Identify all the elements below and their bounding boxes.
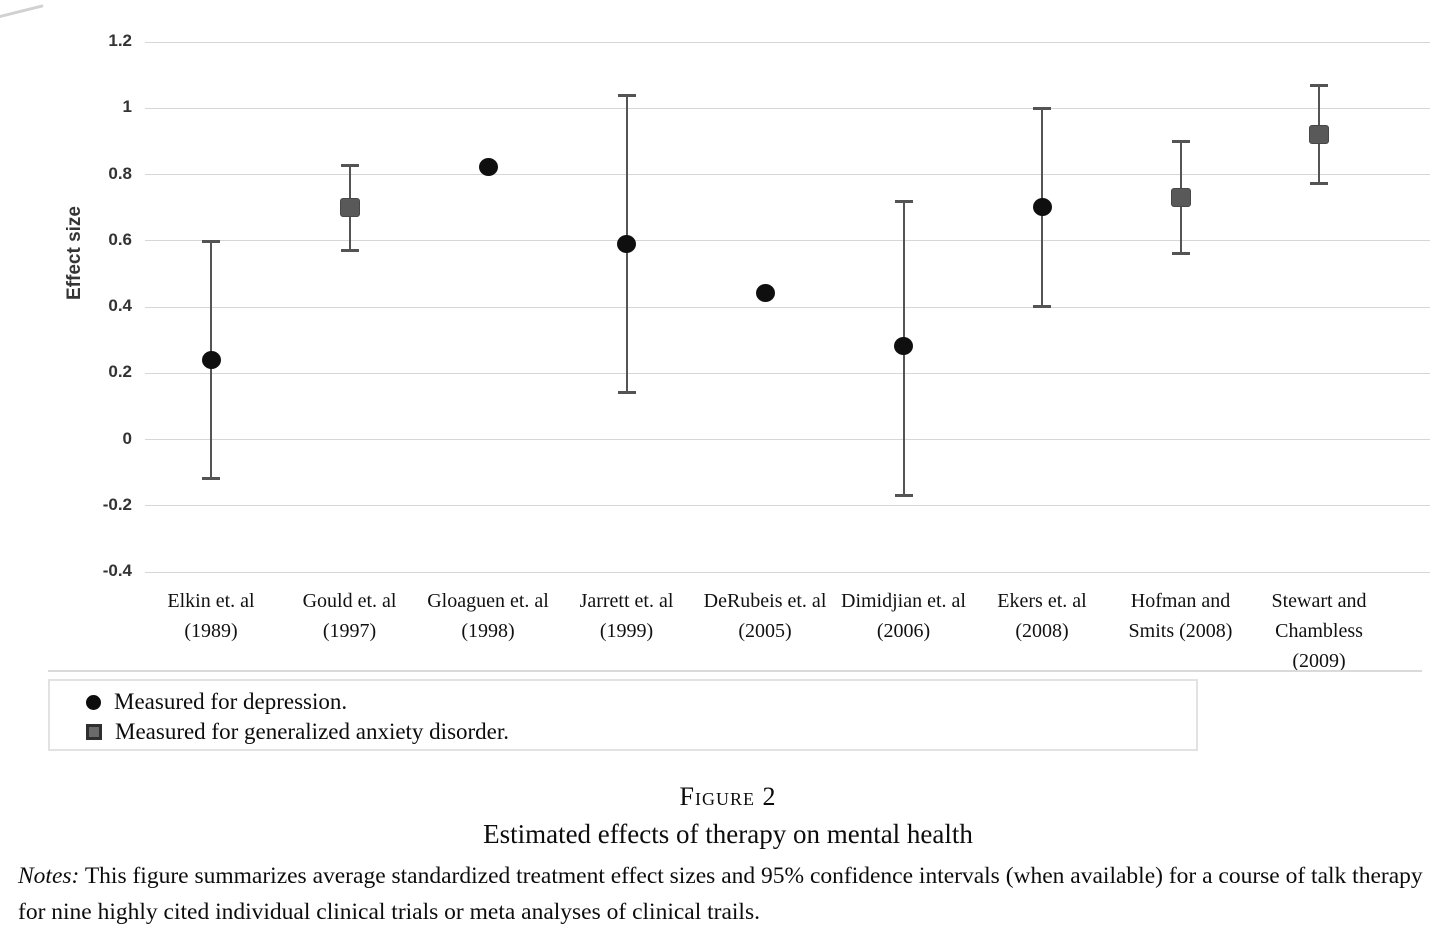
figure-caption: Figure 2 Estimated effects of therapy on…: [0, 782, 1456, 850]
gridline: [145, 174, 1430, 175]
category-label-line: (1999): [599, 620, 654, 642]
category-label: Dimidjian et. al (2006): [829, 586, 979, 646]
gridline: [145, 571, 1430, 573]
error-bar-cap-top: [202, 239, 220, 243]
y-tick-label: -0.2: [102, 494, 132, 514]
figure-notes: Notes: This figure summarizes average st…: [18, 858, 1438, 931]
gridline: [145, 505, 1430, 507]
y-tick-label: -0.4: [102, 561, 132, 580]
category-label-line: (1997): [322, 620, 377, 642]
y-axis-title: Effect size: [64, 206, 85, 300]
gridline: [145, 439, 1430, 440]
category-label-line: (1989): [184, 620, 238, 642]
y-tick-label: 0.8: [108, 163, 132, 183]
data-point-circle: [478, 158, 498, 177]
notes-text: This figure summarizes average standardi…: [18, 863, 1423, 926]
error-bar-cap-top: [894, 200, 913, 203]
category-label-line: Ekers et. al: [997, 590, 1087, 612]
category-label: Gould et. al (1997): [275, 586, 425, 646]
error-bar-cap-top: [340, 163, 359, 167]
data-point-square: [1170, 188, 1191, 208]
category-label: Gloaguen et. al (1998): [413, 586, 563, 646]
gridline: [145, 41, 1430, 43]
legend-box: Measured for depression. Measured for ge…: [48, 679, 1198, 751]
category-label: Elkin et. al (1989): [136, 586, 286, 646]
notes-prefix: Notes:: [18, 863, 80, 889]
data-point-square: [1309, 125, 1329, 145]
category-label-line: (2009): [1292, 650, 1346, 672]
error-bar-cap-bottom: [202, 477, 220, 481]
category-label-line: Dimidjian et. al: [841, 590, 966, 612]
data-point-circle: [617, 234, 636, 253]
error-bar-cap-bottom: [1033, 305, 1051, 308]
error-bar-cap-top: [1310, 84, 1328, 88]
effect-size-chart: Effect size Elkin et. al (1989) Gould et. …: [64, 31, 1430, 672]
legend-item-anxiety: Measured for generalized anxiety disorde…: [86, 719, 509, 745]
data-point-circle: [201, 350, 221, 369]
y-tick-label: 1.2: [108, 31, 132, 50]
square-marker-icon: [86, 724, 102, 740]
category-label-line: (1998): [461, 620, 515, 642]
category-label: Stewart and Chambless (2009): [1244, 586, 1394, 676]
category-label-line: Elkin et. al: [167, 590, 255, 612]
figure-number: Figure 2: [679, 782, 777, 811]
category-label-line: Gloaguen et. al: [427, 590, 549, 612]
data-point-circle: [1032, 198, 1052, 217]
error-bar-cap-bottom: [1171, 252, 1190, 255]
category-label: Ekers et. al (2008): [967, 586, 1117, 646]
chart-bottom-divider: [48, 670, 1422, 672]
gridline: [145, 372, 1430, 374]
category-label-line: Stewart and: [1271, 590, 1367, 612]
error-bar-cap-bottom: [894, 493, 913, 497]
error-bar-cap-top: [1171, 140, 1190, 144]
legend-label-depression: Measured for depression.: [114, 689, 348, 714]
error-bar-cap-bottom: [340, 248, 359, 252]
y-tick-label: 0: [122, 428, 132, 448]
category-label-line: (2006): [876, 620, 931, 642]
category-label-line: (2008): [1015, 620, 1069, 642]
category-label-line: Chambless: [1275, 620, 1363, 642]
y-tick-label: 0.6: [108, 229, 132, 249]
gridline: [145, 306, 1430, 308]
category-label-line: DeRubeis et. al: [703, 590, 827, 612]
data-point-circle: [755, 284, 775, 303]
plot-area: Elkin et. al (1989) Gould et. al (1997) Gloa…: [145, 41, 1430, 672]
legend-label-anxiety: Measured for generalized anxiety disorde…: [115, 719, 510, 744]
data-point-square: [339, 198, 360, 218]
y-tick-label: 1: [122, 97, 132, 117]
category-label-line: Hofman and: [1130, 590, 1231, 612]
category-label: Hofman and Smits (2008): [1106, 586, 1256, 646]
category-label-line: Gould et. al: [302, 590, 397, 612]
gridline: [145, 240, 1430, 242]
category-label-line: (2005): [738, 620, 792, 642]
figure-title: Estimated effects of therapy on mental h…: [483, 819, 973, 849]
y-tick-label: 0.4: [108, 296, 132, 315]
legend-item-depression: Measured for depression.: [86, 689, 347, 715]
category-label-line: Smits (2008): [1128, 620, 1233, 642]
error-bar-cap-bottom: [1310, 182, 1328, 186]
error-bar-cap-top: [1033, 107, 1051, 111]
gridline: [145, 107, 1430, 109]
category-label: DeRubeis et. al (2005): [690, 586, 840, 646]
data-point-circle: [894, 337, 913, 356]
error-bar-cap-top: [617, 94, 636, 97]
y-tick-label: 0.2: [108, 362, 132, 382]
circle-marker-icon: [86, 694, 101, 710]
error-bar-cap-bottom: [617, 391, 636, 395]
category-label: Jarrett et. al (1999): [552, 586, 702, 646]
category-label-line: Jarrett et. al: [579, 590, 674, 612]
